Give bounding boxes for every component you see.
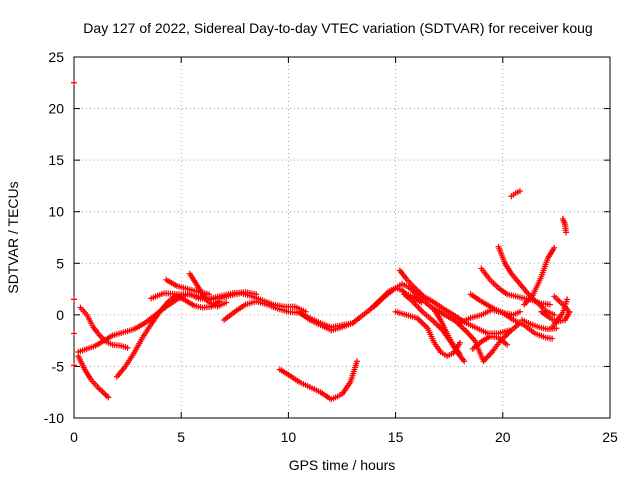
data-point bbox=[124, 344, 131, 351]
x-tick-label: 10 bbox=[281, 429, 297, 445]
x-tick-label: 15 bbox=[388, 429, 404, 445]
data-point bbox=[71, 362, 77, 369]
data-point bbox=[354, 358, 361, 365]
y-tick-label: 10 bbox=[48, 204, 64, 220]
data-point bbox=[516, 188, 523, 195]
data-point bbox=[553, 325, 560, 332]
series-track-18 bbox=[467, 291, 523, 318]
data-point bbox=[456, 339, 463, 346]
data-point bbox=[546, 301, 553, 308]
data-point bbox=[504, 341, 511, 348]
y-tick-labels: -10 -5 0 5 10 15 20 25 bbox=[44, 49, 64, 426]
series-track-4 bbox=[113, 292, 223, 380]
series-track-9 bbox=[276, 358, 361, 403]
data-point bbox=[71, 330, 77, 337]
x-tick-label: 5 bbox=[177, 429, 185, 445]
series-track-5 bbox=[148, 289, 260, 303]
series-track-1 bbox=[77, 304, 131, 351]
data-point bbox=[253, 291, 260, 298]
series-track-10 bbox=[296, 308, 356, 334]
x-tick-labels: 0 5 10 15 20 25 bbox=[70, 429, 618, 445]
y-tick-label: 15 bbox=[48, 152, 64, 168]
series-edge-points bbox=[71, 79, 77, 369]
data-point bbox=[549, 335, 556, 342]
data-point bbox=[71, 296, 77, 303]
data-point bbox=[349, 320, 356, 327]
x-tick-label: 25 bbox=[602, 429, 618, 445]
plot-frame bbox=[73, 56, 611, 419]
data-point bbox=[102, 391, 109, 398]
y-tick-label: -5 bbox=[52, 358, 65, 374]
data-point bbox=[516, 308, 523, 315]
data-point bbox=[564, 296, 571, 303]
data-point bbox=[461, 358, 468, 365]
y-tick-label: 20 bbox=[48, 101, 64, 117]
y-tick-label: 0 bbox=[56, 307, 64, 323]
x-tick-label: 20 bbox=[495, 429, 511, 445]
data-point bbox=[103, 392, 110, 399]
series-track-7 bbox=[186, 270, 230, 310]
series-track-21 bbox=[521, 244, 558, 308]
y-axis-label: SDTVAR / TECUs bbox=[5, 181, 21, 293]
series-track-16 bbox=[469, 333, 511, 352]
series-track-25 bbox=[549, 296, 571, 331]
data-point bbox=[206, 291, 213, 298]
series-track-2 bbox=[75, 353, 112, 401]
series-track-26 bbox=[508, 188, 523, 200]
y-tick-label: 5 bbox=[56, 255, 64, 271]
y-tick-label: -10 bbox=[44, 410, 64, 426]
grid-lines bbox=[74, 57, 610, 418]
chart-title: Day 127 of 2022, Sidereal Day-to-day VTE… bbox=[83, 20, 592, 36]
series-track-27 bbox=[559, 215, 570, 236]
data-point bbox=[551, 244, 558, 251]
series-track-14 bbox=[401, 291, 468, 365]
data-point bbox=[105, 394, 112, 401]
series-track-13 bbox=[392, 308, 463, 360]
data-points bbox=[71, 79, 573, 403]
axis-ticks bbox=[73, 56, 611, 419]
data-point bbox=[223, 299, 230, 306]
data-point bbox=[71, 79, 77, 86]
y-tick-label: 25 bbox=[48, 49, 64, 65]
x-tick-label: 0 bbox=[70, 429, 78, 445]
x-axis-label: GPS time / hours bbox=[289, 457, 396, 473]
series-track-20 bbox=[495, 243, 558, 318]
data-point bbox=[551, 311, 558, 318]
data-point bbox=[563, 229, 570, 236]
data-point bbox=[566, 308, 573, 315]
